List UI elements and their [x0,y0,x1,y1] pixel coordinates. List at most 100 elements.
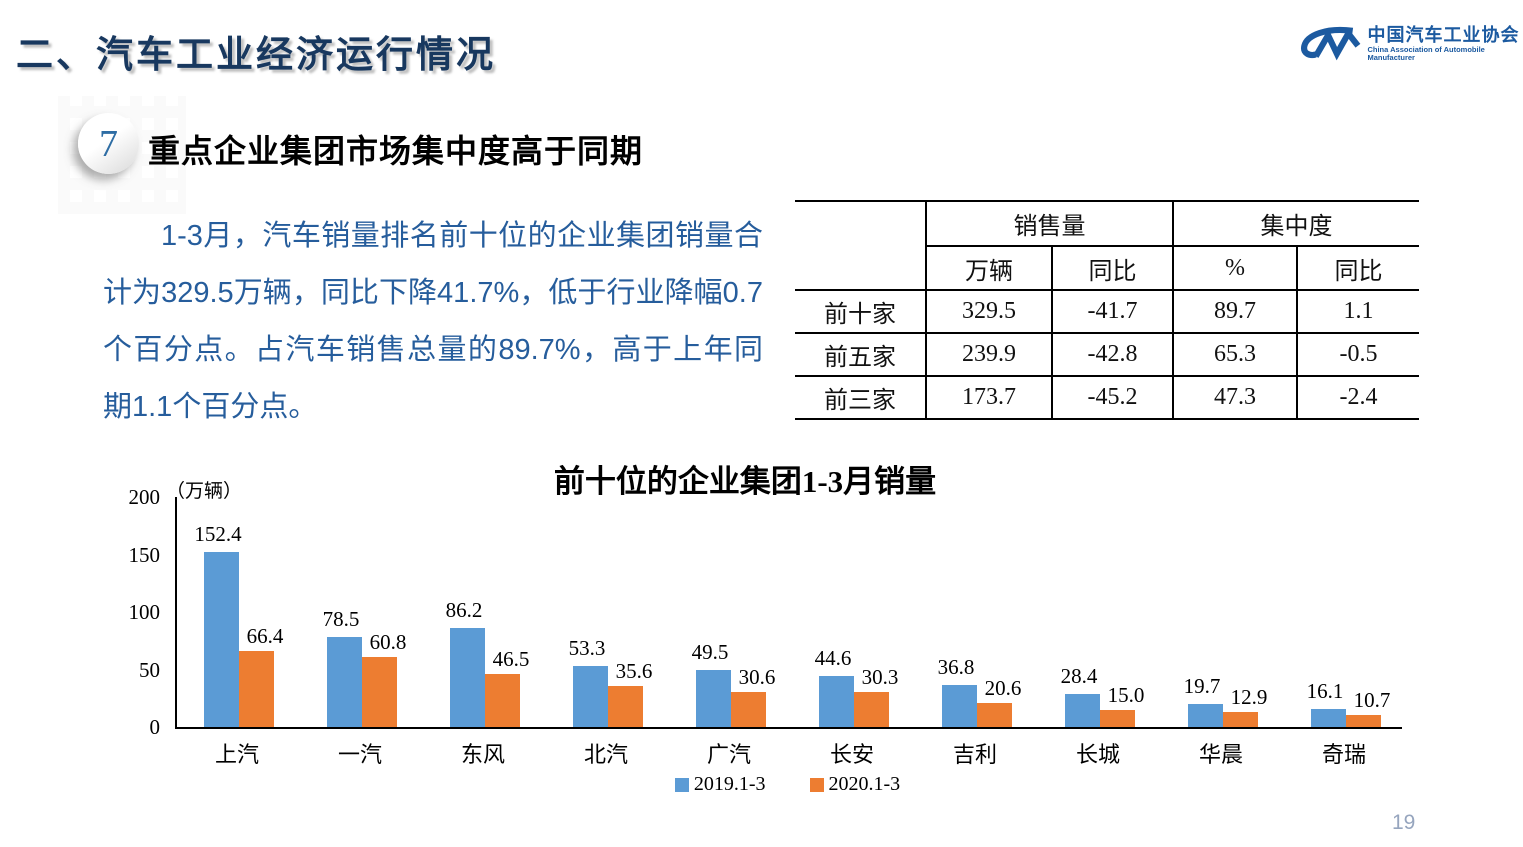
x-axis-category-label: 华晨 [1198,742,1244,767]
bar-value-label: 28.4 [1060,664,1098,689]
table-cell: -0.5 [1296,332,1419,377]
bar-2019.1-3-吉利 [942,684,977,727]
bar-2019.1-3-东风 [450,627,485,727]
x-axis-category-label: 一汽 [337,742,383,767]
y-axis-tick-label: 50 [139,657,160,682]
table-cell: 173.7 [925,375,1052,420]
chart-title: 前十位的企业集团1-3月销量 [553,464,937,499]
table-cell: 65.3 [1172,332,1297,377]
bar-2019.1-3-长安 [819,675,854,727]
y-axis-tick-label: 0 [149,715,161,739]
bar-value-label: 35.6 [615,659,653,684]
bar-2019.1-3-华晨 [1188,704,1223,727]
bar-2020.1-3-奇瑞 [1346,714,1381,727]
table-sub-header: % [1172,245,1297,291]
table-sub-header: 万辆 [925,245,1052,291]
legend-swatch-icon [674,777,689,792]
bar-value-label: 49.5 [691,640,729,665]
x-axis-category-label: 北汽 [583,742,629,767]
table-cell: -41.7 [1051,289,1173,334]
caam-logo-icon [1301,26,1361,61]
table-cell: -2.4 [1296,375,1419,420]
bar-2020.1-3-长城 [1100,709,1135,727]
table-group-header: 销售量 [925,200,1173,247]
logo-name-en: China Association of Automobile Manufact… [1367,44,1485,62]
legend-swatch-icon [809,777,824,792]
bar-value-label: 66.4 [246,623,284,648]
bar-2020.1-3-华晨 [1223,712,1258,727]
x-axis-category-label: 奇瑞 [1321,742,1367,767]
bar-chart-plot-area: 152.4 66.4 78.5 60.8 86.2 46.5 53.3 35.6 49.5 30.… [175,497,1402,729]
summary-paragraph: 1-3月，汽车销量排名前十位的企业集团销量合计为329.5万辆，同比下降41.7… [103,220,763,423]
y-axis-unit-label: （万辆） [166,481,243,502]
x-axis-category-label: 东风 [460,742,506,767]
bar-value-label: 30.6 [738,664,776,689]
bar-value-label: 152.4 [194,521,242,546]
chart-legend: 2019.1-3 2020.1-3 [175,773,1400,796]
bar-2019.1-3-上汽 [204,551,239,727]
bar-value-label: 30.3 [861,665,899,690]
table-row-label: 前十家 [795,289,926,334]
table-group-header: 集中度 [1172,200,1419,247]
bar-2020.1-3-东风 [485,673,520,727]
table-row-label: 前三家 [795,375,926,420]
x-axis-category-label: 吉利 [952,742,998,767]
y-axis-tick-label: 100 [128,600,161,624]
logo-name-cn: 中国汽车工业协会 [1367,24,1520,45]
table-cell: -45.2 [1051,375,1173,420]
table-cell: 1.1 [1296,289,1419,334]
bar-value-label: 19.7 [1183,674,1221,699]
bar-value-label: 44.6 [814,645,852,670]
bar-value-label: 20.6 [984,676,1022,701]
bar-value-label: 36.8 [937,654,975,679]
bar-2020.1-3-广汽 [731,691,766,727]
bar-2020.1-3-一汽 [362,657,397,727]
bar-value-label: 53.3 [568,635,606,660]
x-axis-category-label: 上汽 [214,742,260,767]
table-cell: -42.8 [1051,332,1173,377]
table-sub-header: 同比 [1051,245,1173,291]
table-row: 前五家 239.9 -42.8 65.3 -0.5 [795,332,1419,377]
legend-item: 2020.1-3 [809,773,901,796]
bar-2019.1-3-一汽 [327,636,362,727]
x-axis-category-label: 长城 [1075,742,1121,767]
page-number: 19 [1392,811,1416,834]
bar-2020.1-3-长安 [854,692,889,727]
bar-value-label: 15.0 [1107,682,1145,707]
caam-logo: 中国汽车工业协会 China Association of Automobile… [1300,22,1523,66]
legend-label: 2019.1-3 [693,773,766,795]
legend-label: 2020.1-3 [828,773,901,795]
bar-value-label: 10.7 [1353,687,1391,712]
table-row: 前三家 173.7 -45.2 47.3 -2.4 [795,375,1419,420]
page-title: 二、汽车工业经济运行情况 [16,34,496,75]
table-cell: 239.9 [925,332,1052,377]
y-axis-tick-label: 150 [128,542,161,567]
table-corner-cell [795,200,926,291]
bar-value-label: 12.9 [1230,685,1268,710]
bar-2020.1-3-北汽 [608,686,643,727]
bar-2019.1-3-广汽 [696,670,731,727]
bar-value-label: 16.1 [1306,678,1344,703]
bar-value-label: 60.8 [369,630,407,655]
bar-2020.1-3-吉利 [977,703,1012,727]
x-axis-category-label: 长安 [829,742,875,767]
table-cell: 89.7 [1172,289,1297,334]
table-row: 前十家 329.5 -41.7 89.7 1.1 [795,289,1419,334]
bar-2019.1-3-北汽 [573,665,608,727]
bar-value-label: 86.2 [445,597,483,622]
y-axis-tick-label: 200 [128,485,161,509]
section-heading: 重点企业集团市场集中度高于同期 [148,133,644,169]
section-number-badge: 7 [78,113,139,174]
table-row-label: 前五家 [795,332,926,377]
legend-item: 2019.1-3 [674,773,766,796]
table-sub-header: 同比 [1296,245,1419,291]
bar-value-label: 46.5 [492,646,530,671]
bar-value-label: 78.5 [322,606,360,631]
concentration-table: 销售量 集中度 万辆 同比% 同比 前十家 329.5 -41.7 89.7 1.1 前五家… [795,200,1419,420]
bar-2019.1-3-长城 [1065,694,1100,727]
x-axis-category-label: 广汽 [706,742,752,767]
table-cell: 329.5 [925,289,1052,334]
bar-2019.1-3-奇瑞 [1311,708,1346,727]
bar-2020.1-3-上汽 [239,650,274,727]
